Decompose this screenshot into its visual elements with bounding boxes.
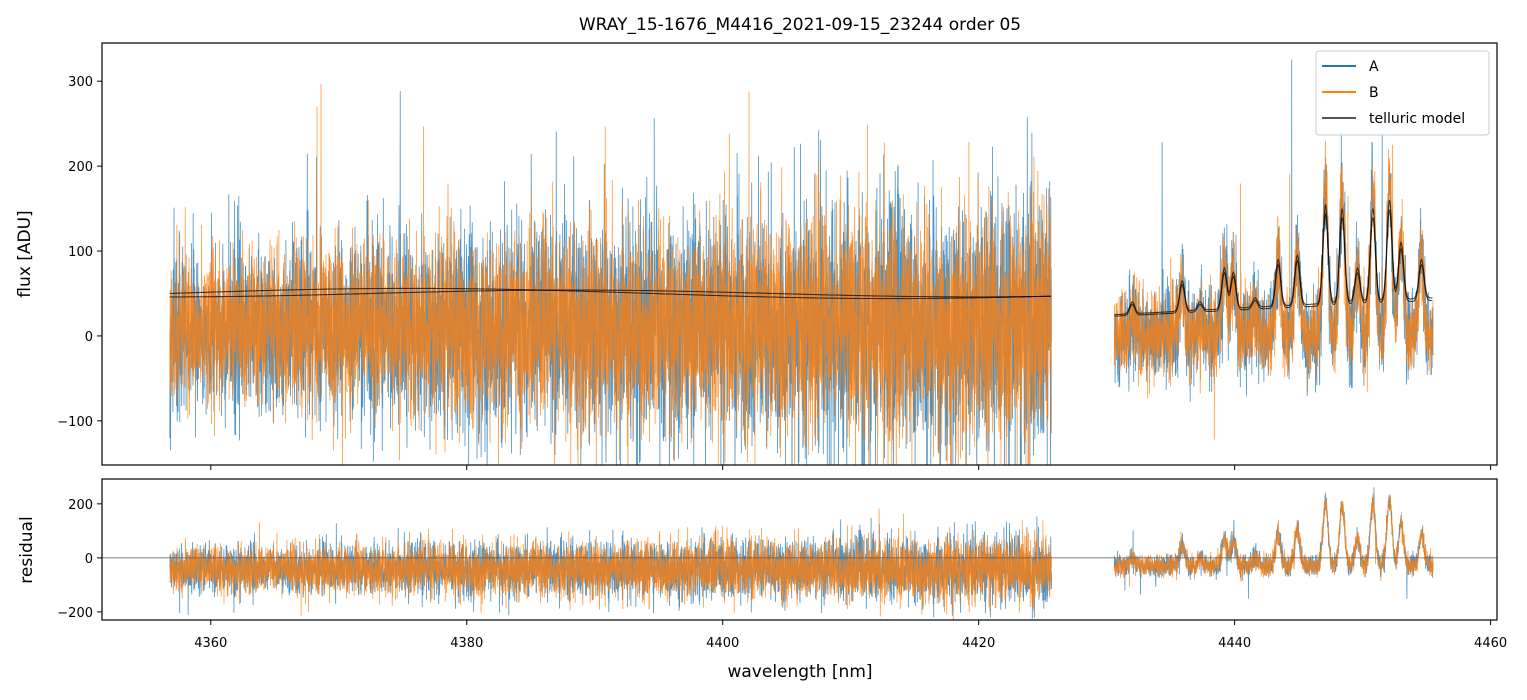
series-b-flux-line [169, 84, 1052, 465]
y-tick-label: 0 [85, 330, 93, 345]
axes-frame-flux [101, 42, 1498, 466]
y-tick-label: 100 [68, 245, 93, 260]
x-tick-label: 4420 [962, 636, 995, 651]
y-tick-label: 200 [68, 160, 93, 175]
legend-label-telluric: telluric model [1369, 111, 1465, 127]
x-tick-label: 4440 [1218, 636, 1251, 651]
axes: 4360 4380 4400 4420 4440 4460 −100 0 100 200 300 −2… [57, 42, 1507, 651]
x-tick-label: 4460 [1474, 636, 1507, 651]
legend: A B telluric model [1315, 50, 1490, 136]
telluric-model-line [169, 287, 1051, 300]
x-tick-label: 4360 [194, 636, 227, 651]
legend-label-a: A [1369, 59, 1379, 75]
y-tick-label: −200 [57, 606, 93, 621]
residual-plot-area [102, 487, 1497, 620]
legend-label-b: B [1369, 85, 1379, 101]
y-tick-label: 0 [85, 552, 93, 567]
chart-title: WRAY_15-1676_M4416_2021-09-15_23244 orde… [579, 15, 1021, 35]
residual-y-axis-label: residual [17, 516, 37, 583]
y-tick-label: 300 [68, 75, 93, 90]
flux-y-axis-label: flux [ADU] [15, 210, 35, 297]
x-tick-label: 4400 [706, 636, 739, 651]
axes-frame-residual [101, 478, 1498, 621]
series-b-residual-line [1113, 493, 1434, 587]
y-tick-label: −100 [57, 415, 93, 430]
x-tick-label: 4380 [450, 636, 483, 651]
telluric-model-line [1114, 209, 1433, 317]
series-b-flux-line [1113, 140, 1434, 440]
x-axis-label: wavelength [nm] [727, 662, 872, 682]
telluric-model-line [169, 289, 1051, 298]
flux-plot-area [169, 59, 1434, 465]
y-tick-label: 200 [68, 498, 93, 513]
legend-box [1315, 50, 1490, 136]
series-b-residual-line [169, 508, 1052, 620]
